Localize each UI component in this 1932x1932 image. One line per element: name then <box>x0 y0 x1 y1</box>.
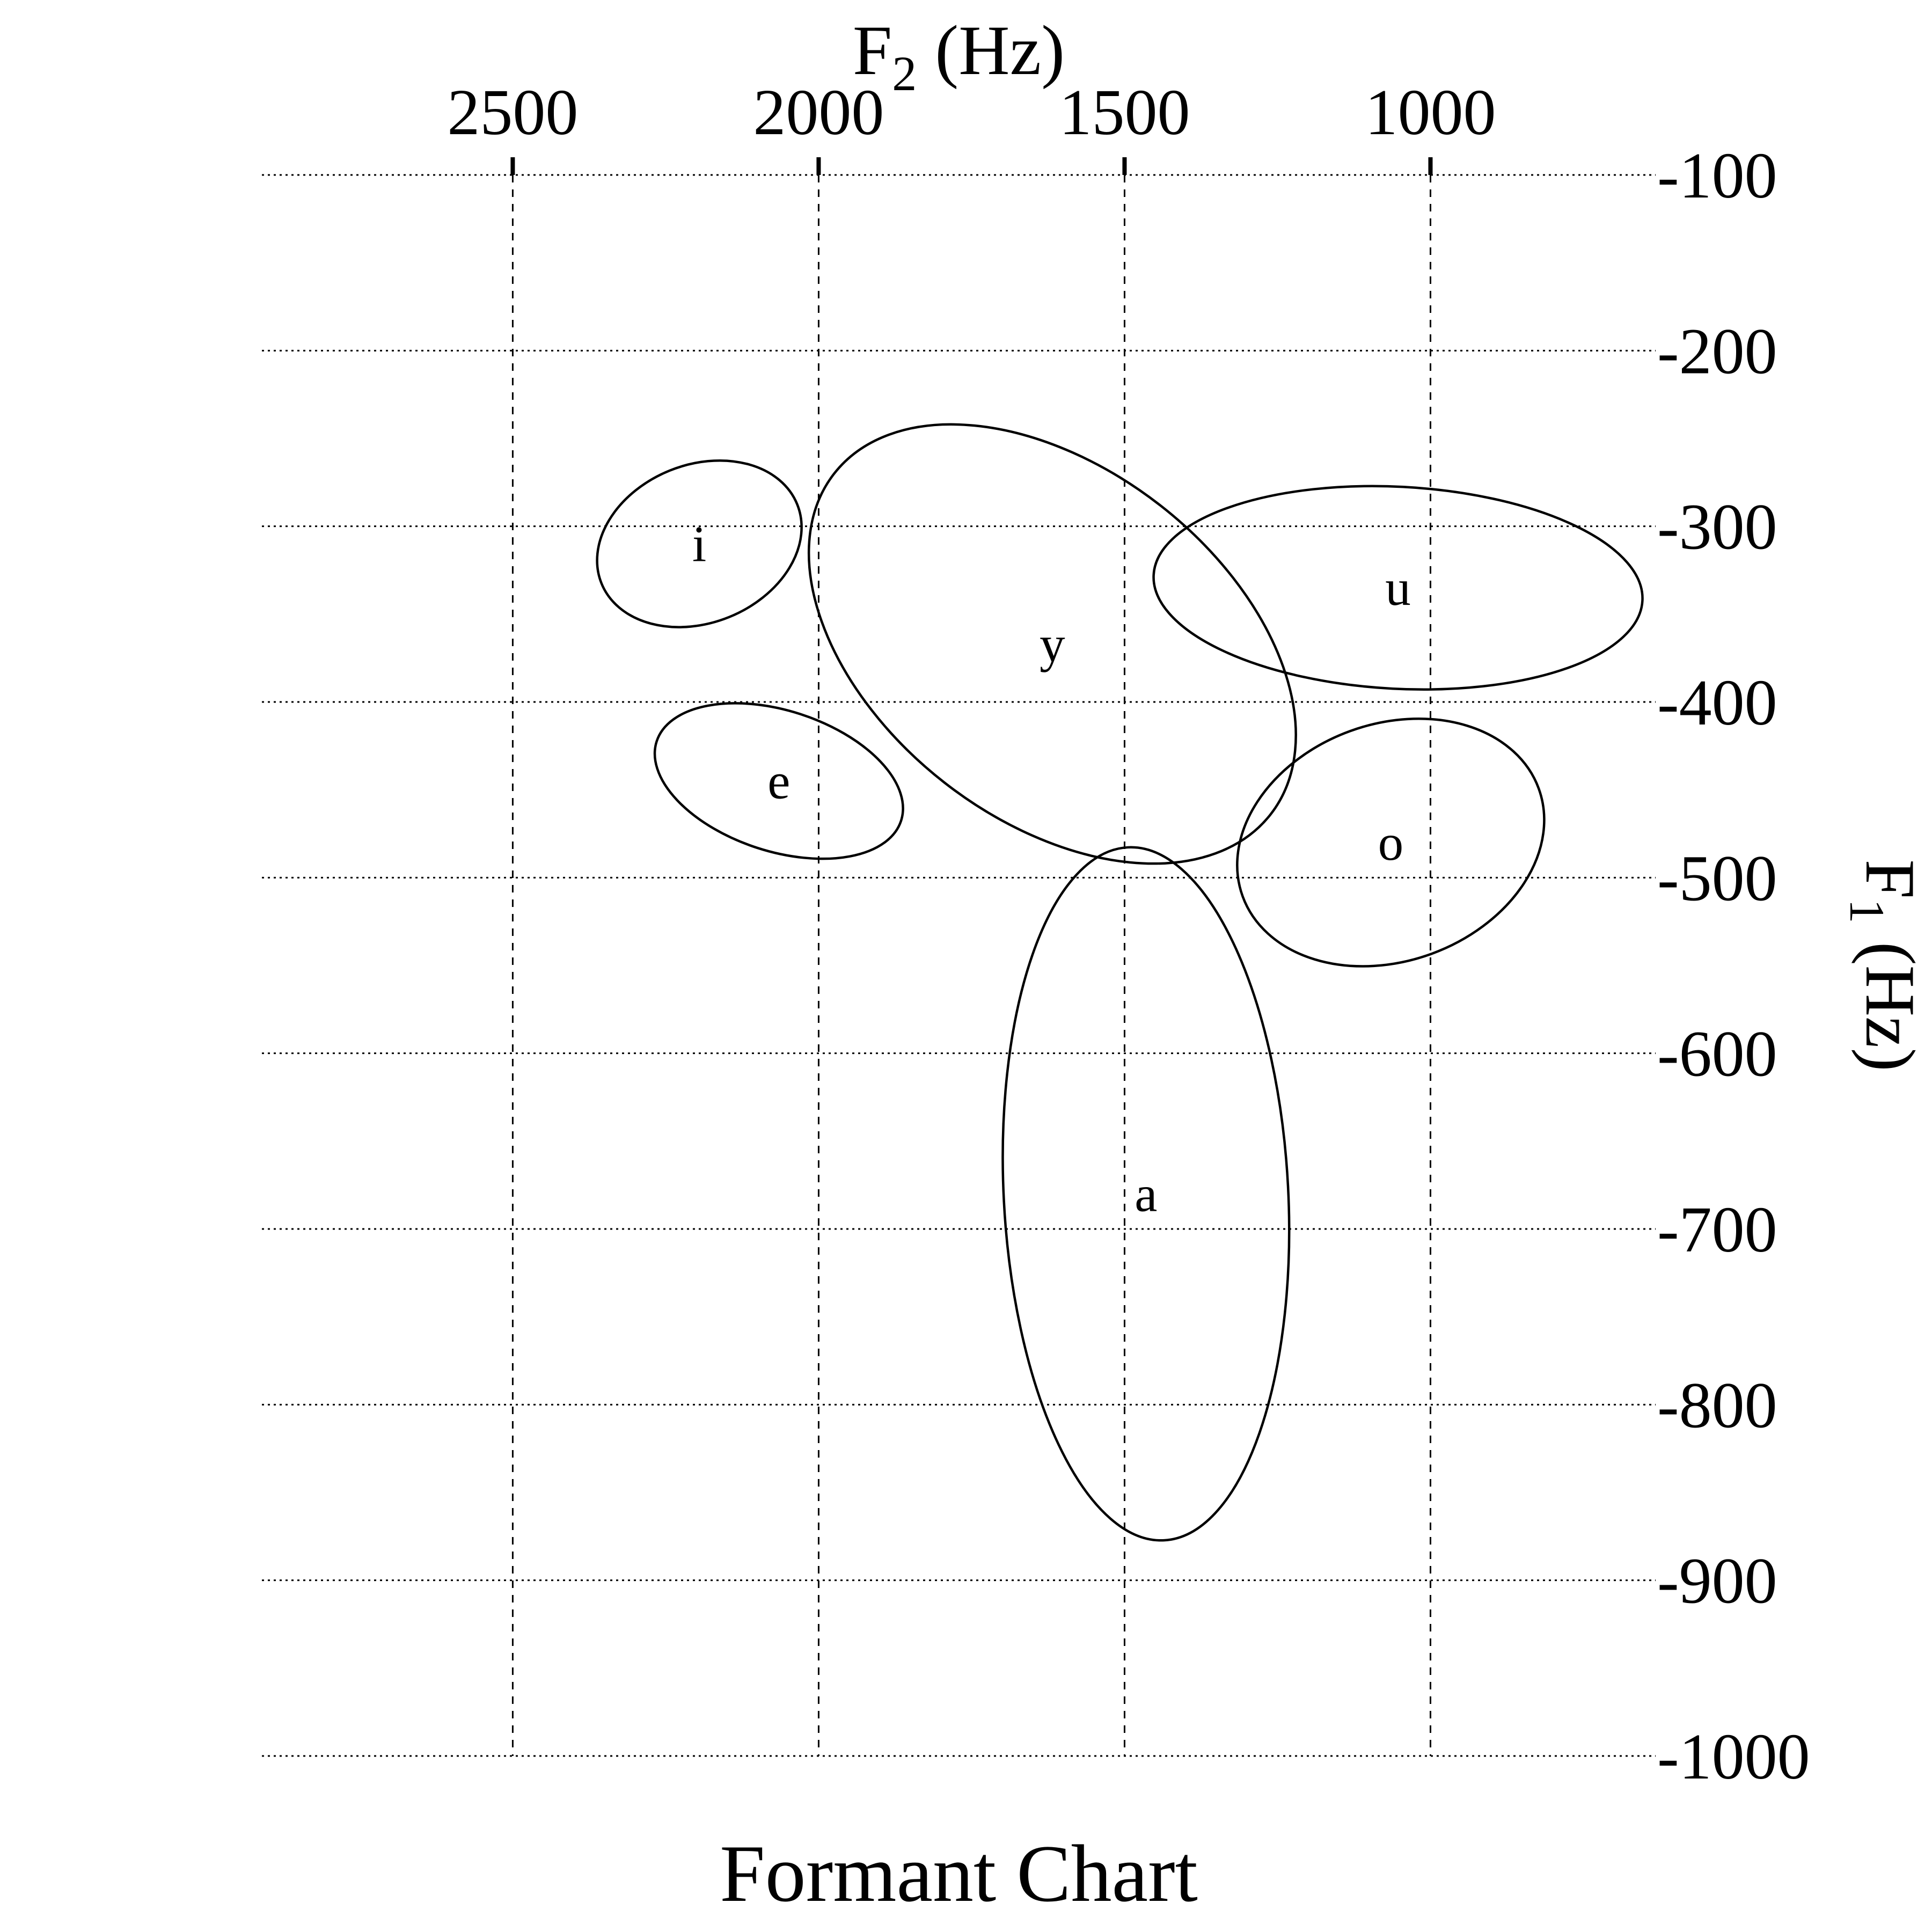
y-tick-label-1000: -1000 <box>1657 1721 1810 1793</box>
y-tick-label-200: -200 <box>1657 315 1777 387</box>
vowel-label-u: u <box>1385 559 1411 616</box>
vowel-label-e: e <box>767 752 790 809</box>
x-axis-title: F2 (Hz) <box>853 11 1065 101</box>
vowel-ellipse-e <box>653 702 904 860</box>
y-tick-label-500: -500 <box>1657 842 1777 914</box>
chart-title: Formant Chart <box>720 1828 1198 1919</box>
vowel-ellipse-o <box>1236 717 1546 968</box>
y-tick-label-700: -700 <box>1657 1194 1777 1266</box>
vowel-label-y: y <box>1040 616 1065 672</box>
y-tick-label-400: -400 <box>1657 667 1777 739</box>
vowel-ellipse-u <box>1152 485 1644 691</box>
y-tick-label-800: -800 <box>1657 1369 1777 1441</box>
vowel-label-o: o <box>1378 814 1404 871</box>
vowel-ellipse-a <box>1001 846 1291 1542</box>
y-axis-title: F1(Hz) <box>1840 859 1930 1071</box>
x-tick-label-2000: 2000 <box>753 76 884 149</box>
y-tick-label-600: -600 <box>1657 1018 1777 1091</box>
y-tick-label-900: -900 <box>1657 1545 1777 1618</box>
x-tick-label-1000: 1000 <box>1365 76 1496 149</box>
vowel-ellipse-i <box>596 459 803 628</box>
vowel-ellipse-y <box>807 423 1297 865</box>
x-tick-label-1500: 1500 <box>1059 76 1190 149</box>
vowel-label-i: i <box>692 515 706 572</box>
x-tick-label-2500: 2500 <box>447 76 578 149</box>
y-tick-label-100: -100 <box>1657 140 1777 212</box>
vowel-label-a: a <box>1135 1166 1157 1223</box>
y-tick-label-300: -300 <box>1657 491 1777 564</box>
